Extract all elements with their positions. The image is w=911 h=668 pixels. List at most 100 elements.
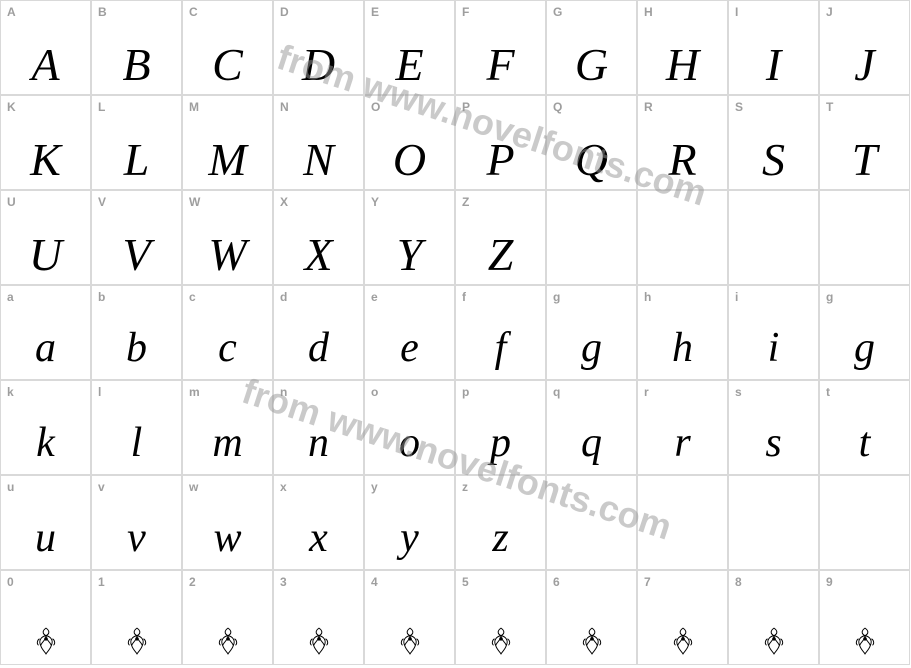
- ornament-icon: [547, 626, 636, 656]
- charmap-cell[interactable]: RR: [637, 95, 728, 190]
- charmap-cell[interactable]: 5: [455, 570, 546, 665]
- cell-label: 0: [7, 575, 14, 589]
- charmap-cell[interactable]: hh: [637, 285, 728, 380]
- charmap-cell[interactable]: dd: [273, 285, 364, 380]
- charmap-cell[interactable]: EE: [364, 0, 455, 95]
- charmap-cell[interactable]: pp: [455, 380, 546, 475]
- charmap-cell[interactable]: GG: [546, 0, 637, 95]
- charmap-cell[interactable]: BB: [91, 0, 182, 95]
- charmap-cell[interactable]: rr: [637, 380, 728, 475]
- charmap-cell[interactable]: KK: [0, 95, 91, 190]
- charmap-cell[interactable]: ee: [364, 285, 455, 380]
- charmap-cell[interactable]: OO: [364, 95, 455, 190]
- charmap-cell[interactable]: [728, 475, 819, 570]
- glyph-preview: x: [266, 517, 371, 559]
- charmap-cell[interactable]: ff: [455, 285, 546, 380]
- charmap-cell[interactable]: [819, 475, 910, 570]
- cell-label: 5: [462, 575, 469, 589]
- charmap-cell[interactable]: 9: [819, 570, 910, 665]
- charmap-cell[interactable]: yy: [364, 475, 455, 570]
- cell-label: q: [553, 385, 560, 399]
- glyph-preview: C: [175, 42, 280, 88]
- charmap-cell[interactable]: ZZ: [455, 190, 546, 285]
- charmap-cell[interactable]: 0: [0, 570, 91, 665]
- cell-label: W: [189, 195, 200, 209]
- charmap-cell[interactable]: 6: [546, 570, 637, 665]
- charmap-cell[interactable]: 2: [182, 570, 273, 665]
- charmap-cell[interactable]: 8: [728, 570, 819, 665]
- glyph-preview: G: [539, 42, 644, 88]
- charmap-cell[interactable]: [546, 190, 637, 285]
- charmap-cell[interactable]: FF: [455, 0, 546, 95]
- charmap-cell[interactable]: XX: [273, 190, 364, 285]
- charmap-cell[interactable]: 1: [91, 570, 182, 665]
- charmap-cell[interactable]: [546, 475, 637, 570]
- glyph-preview: g: [812, 327, 911, 369]
- glyph-preview: v: [84, 517, 189, 559]
- charmap-cell[interactable]: QQ: [546, 95, 637, 190]
- charmap-cell[interactable]: oo: [364, 380, 455, 475]
- charmap-cell[interactable]: xx: [273, 475, 364, 570]
- cell-label: o: [371, 385, 378, 399]
- charmap-cell[interactable]: CC: [182, 0, 273, 95]
- cell-label: s: [735, 385, 742, 399]
- charmap-cell[interactable]: WW: [182, 190, 273, 285]
- charmap-cell[interactable]: gg: [819, 285, 910, 380]
- charmap-cell[interactable]: HH: [637, 0, 728, 95]
- charmap-cell[interactable]: ii: [728, 285, 819, 380]
- glyph-preview: E: [357, 42, 462, 88]
- glyph-preview: M: [175, 137, 280, 183]
- charmap-cell[interactable]: ll: [91, 380, 182, 475]
- charmap-cell[interactable]: [728, 190, 819, 285]
- charmap-cell[interactable]: aa: [0, 285, 91, 380]
- charmap-cell[interactable]: kk: [0, 380, 91, 475]
- cell-label: 4: [371, 575, 378, 589]
- charmap-cell[interactable]: qq: [546, 380, 637, 475]
- charmap-cell[interactable]: JJ: [819, 0, 910, 95]
- charmap-cell[interactable]: SS: [728, 95, 819, 190]
- charmap-cell[interactable]: gg: [546, 285, 637, 380]
- charmap-cell[interactable]: 7: [637, 570, 728, 665]
- charmap-cell[interactable]: TT: [819, 95, 910, 190]
- charmap-cell[interactable]: YY: [364, 190, 455, 285]
- charmap-cell[interactable]: UU: [0, 190, 91, 285]
- cell-label: 3: [280, 575, 287, 589]
- glyph-preview: t: [812, 422, 911, 464]
- charmap-cell[interactable]: [637, 190, 728, 285]
- character-map-grid: AABBCCDDEEFFGGHHIIJJKKLLMMNNOOPPQQRRSSTT…: [0, 0, 911, 665]
- cell-label: H: [644, 5, 653, 19]
- charmap-cell[interactable]: PP: [455, 95, 546, 190]
- cell-label: u: [7, 480, 14, 494]
- glyph-preview: X: [266, 232, 371, 278]
- charmap-cell[interactable]: 4: [364, 570, 455, 665]
- charmap-cell[interactable]: AA: [0, 0, 91, 95]
- glyph-preview: l: [84, 422, 189, 464]
- glyph-preview: P: [448, 137, 553, 183]
- charmap-cell[interactable]: mm: [182, 380, 273, 475]
- charmap-cell[interactable]: LL: [91, 95, 182, 190]
- ornament-icon: [274, 626, 363, 656]
- cell-label: C: [189, 5, 198, 19]
- charmap-cell[interactable]: zz: [455, 475, 546, 570]
- glyph-preview: e: [357, 327, 462, 369]
- charmap-cell[interactable]: [819, 190, 910, 285]
- charmap-cell[interactable]: ss: [728, 380, 819, 475]
- charmap-cell[interactable]: DD: [273, 0, 364, 95]
- glyph-preview: y: [357, 517, 462, 559]
- cell-label: V: [98, 195, 106, 209]
- charmap-cell[interactable]: [637, 475, 728, 570]
- charmap-cell[interactable]: cc: [182, 285, 273, 380]
- charmap-cell[interactable]: MM: [182, 95, 273, 190]
- charmap-cell[interactable]: II: [728, 0, 819, 95]
- charmap-cell[interactable]: tt: [819, 380, 910, 475]
- charmap-cell[interactable]: uu: [0, 475, 91, 570]
- charmap-cell[interactable]: nn: [273, 380, 364, 475]
- charmap-cell[interactable]: ww: [182, 475, 273, 570]
- glyph-preview: o: [357, 422, 462, 464]
- charmap-cell[interactable]: vv: [91, 475, 182, 570]
- charmap-cell[interactable]: bb: [91, 285, 182, 380]
- charmap-cell[interactable]: NN: [273, 95, 364, 190]
- charmap-cell[interactable]: 3: [273, 570, 364, 665]
- charmap-cell[interactable]: VV: [91, 190, 182, 285]
- cell-label: x: [280, 480, 287, 494]
